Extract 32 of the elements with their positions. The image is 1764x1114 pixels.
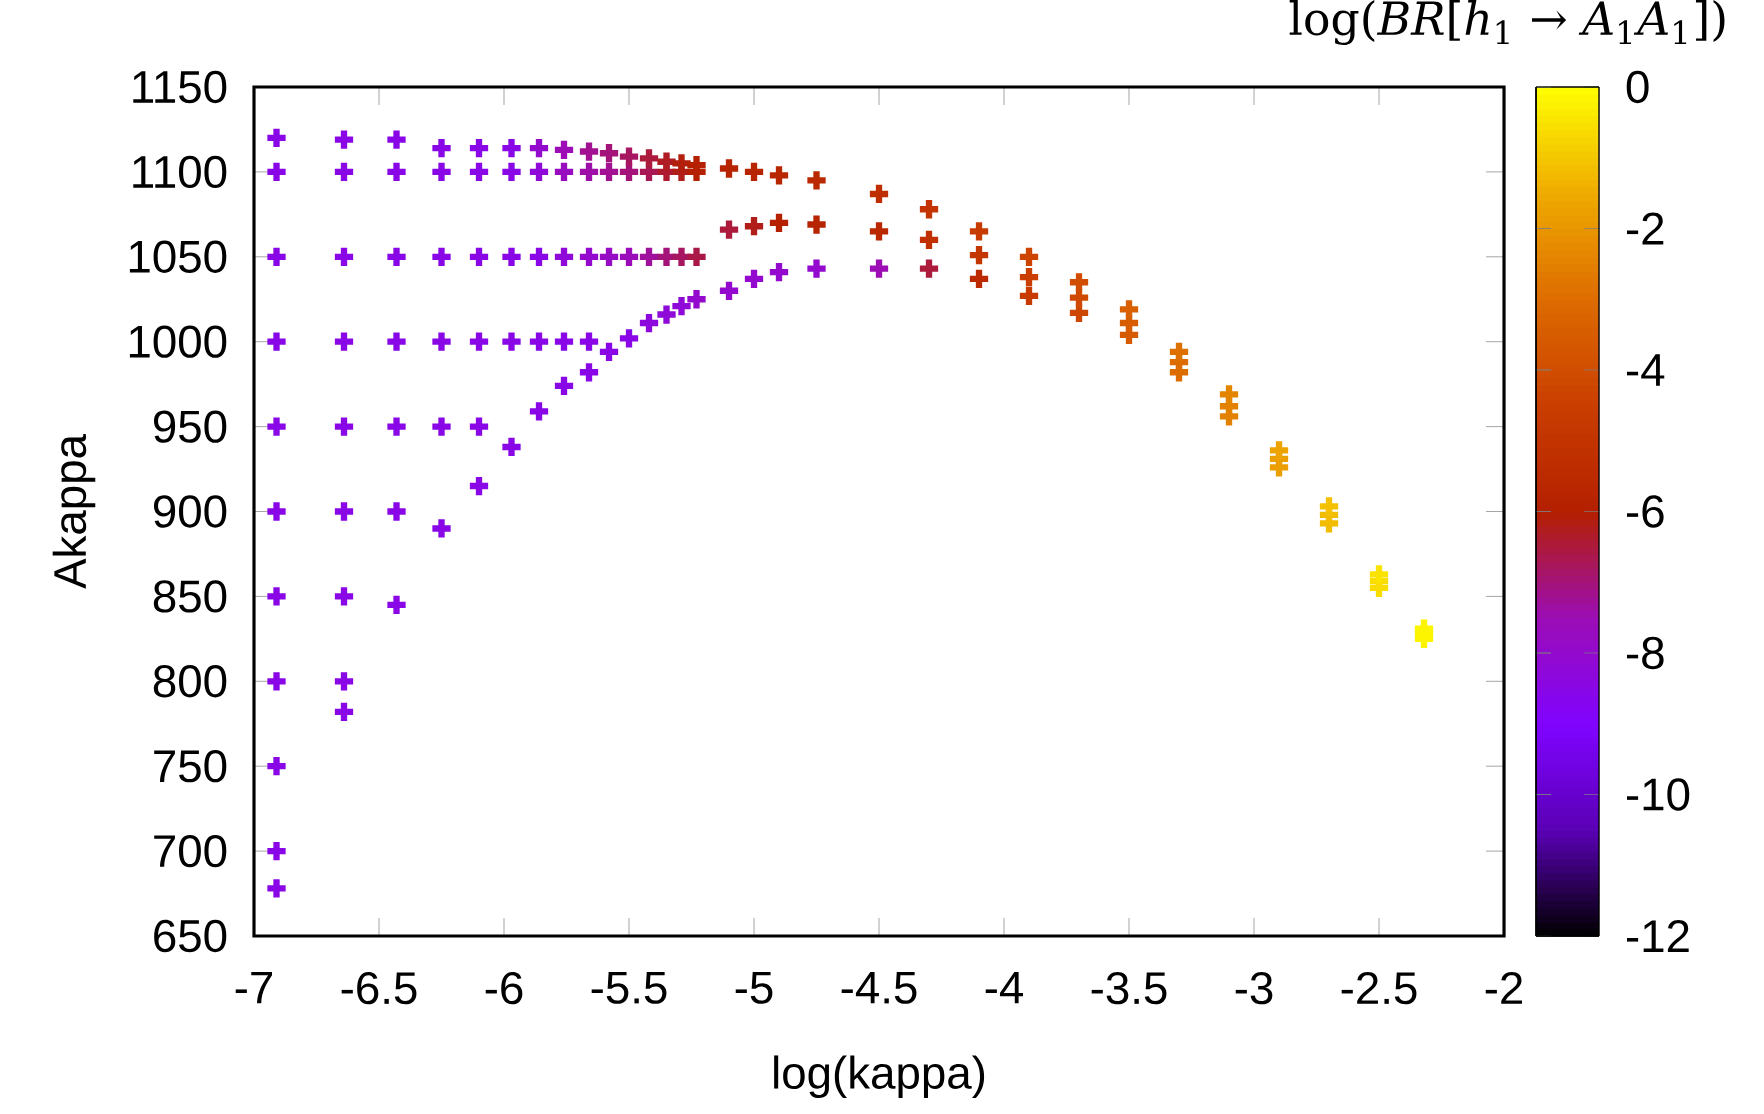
x-tick-label: -6.5 bbox=[341, 971, 417, 1005]
color-bar-label: -6 bbox=[1627, 495, 1664, 528]
color-bar-label: -10 bbox=[1627, 778, 1690, 811]
text: log(BR[h$_{1}$ → A$_{1}$A$_{1}$]) bbox=[1289, 0, 1725, 45]
y-tick-label: 800 bbox=[153, 665, 227, 698]
color-bar-label: -4 bbox=[1627, 354, 1665, 386]
y-tick-label: 900 bbox=[153, 495, 227, 528]
y-tick-label: 700 bbox=[154, 834, 227, 868]
x-tick-label: -3 bbox=[1235, 971, 1273, 1005]
y-tick-label: 1150 bbox=[133, 70, 227, 104]
x-tick-label: -6 bbox=[485, 971, 523, 1005]
y-tick-label: 1000 bbox=[129, 325, 227, 358]
x-tick-label: -4 bbox=[985, 971, 1023, 1004]
y-axis-title: Akappa bbox=[52, 434, 96, 589]
color-bar-label: 0 bbox=[1626, 70, 1649, 104]
y-tick-label: 950 bbox=[153, 410, 227, 443]
x-axis-title: log(kappa) bbox=[774, 1055, 985, 1099]
x-tick-label: -2 bbox=[1485, 971, 1523, 1004]
x-tick-label: -3.5 bbox=[1091, 971, 1167, 1005]
y-tick-label: 750 bbox=[154, 750, 227, 783]
x-tick-label: -7 bbox=[235, 971, 272, 1004]
y-tick-label: 850 bbox=[153, 580, 227, 613]
x-tick-label: -5.5 bbox=[591, 971, 667, 1004]
x-tick-label: -2.5 bbox=[1341, 971, 1417, 1005]
color-bar-label: -12 bbox=[1627, 920, 1689, 952]
y-tick-label: 1050 bbox=[129, 240, 227, 273]
x-tick-label: -5 bbox=[735, 971, 773, 1004]
y-tick-label: 1100 bbox=[133, 155, 227, 189]
y-tick-label: 650 bbox=[154, 919, 227, 953]
color-bar-label: -2 bbox=[1627, 212, 1664, 245]
x-tick-label: -4.5 bbox=[841, 971, 917, 1004]
color-bar-label: -8 bbox=[1627, 636, 1664, 670]
